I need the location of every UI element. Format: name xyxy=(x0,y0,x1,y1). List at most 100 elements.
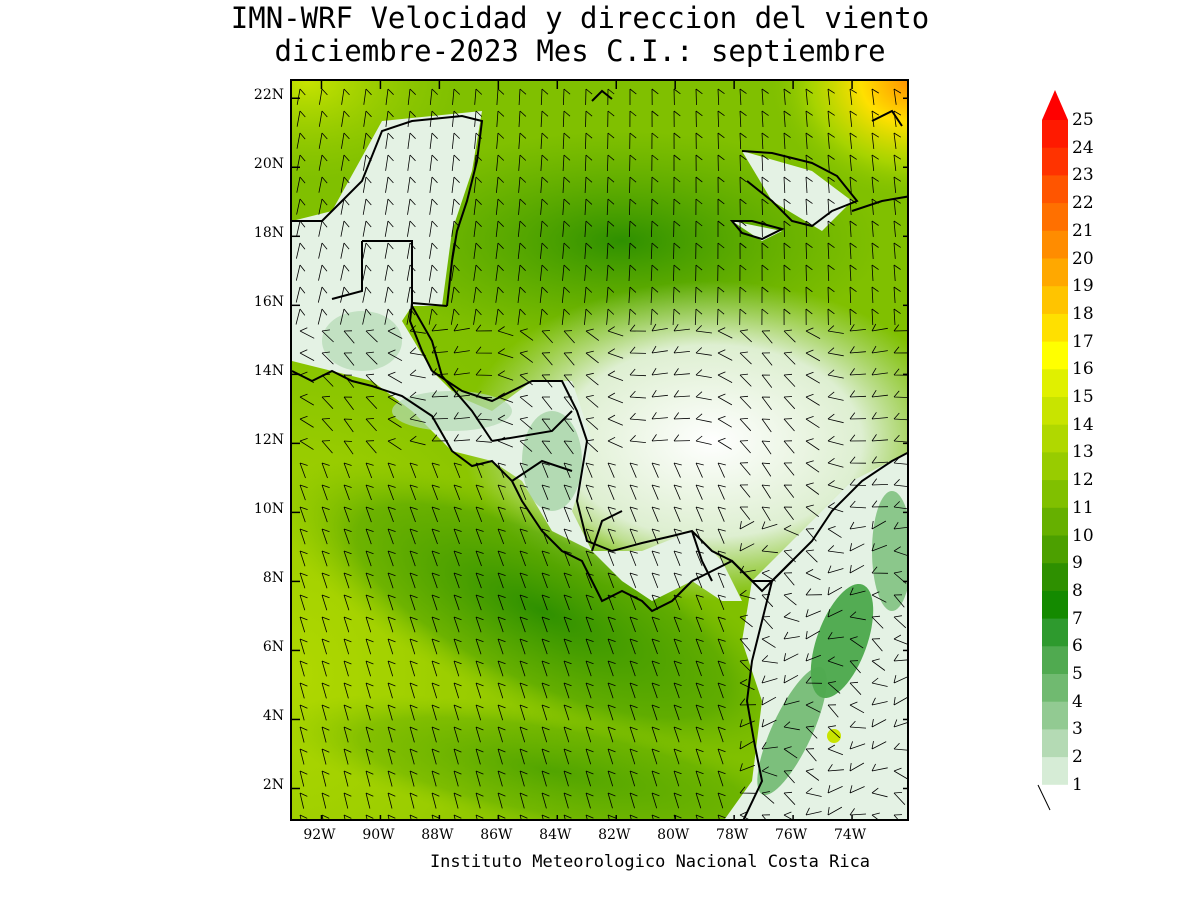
wind-barb xyxy=(783,791,796,805)
wind-barb xyxy=(585,660,594,677)
wind-barb xyxy=(783,308,791,326)
wind-barb xyxy=(584,154,593,172)
colorbar-label: 18 xyxy=(1072,303,1094,324)
wind-barb xyxy=(629,88,637,105)
colorbar-swatch xyxy=(1042,452,1068,481)
wind-barb xyxy=(783,549,796,563)
wind-barb xyxy=(497,484,506,501)
wind-barb xyxy=(673,220,681,238)
wind-barb xyxy=(585,792,594,809)
colorbar-label: 24 xyxy=(1072,137,1094,158)
wind-barb xyxy=(584,264,593,281)
wind-barb xyxy=(365,528,374,545)
wind-barb xyxy=(871,478,889,486)
lat-tick-label: 18N xyxy=(253,225,284,242)
wind-barb xyxy=(475,770,484,787)
wind-barb xyxy=(849,132,857,149)
wind-barb xyxy=(827,586,843,596)
wind-barb xyxy=(343,396,354,411)
wind-barb xyxy=(497,506,506,523)
wind-barb xyxy=(717,308,725,326)
land-shade-2 xyxy=(322,311,402,371)
wind-barb xyxy=(783,198,791,216)
wind-barb xyxy=(849,220,857,238)
wind-barb xyxy=(739,589,756,600)
wind-barb xyxy=(871,154,879,171)
wind-barb xyxy=(607,616,616,633)
wind-barb xyxy=(296,88,306,105)
wind-barb xyxy=(893,154,902,171)
wind-barb xyxy=(453,594,462,611)
wind-barb xyxy=(540,154,549,172)
colorbar-label: 12 xyxy=(1072,470,1094,491)
wind-barb xyxy=(673,154,681,171)
wind-barb xyxy=(739,395,752,409)
wind-barb xyxy=(541,572,550,589)
wind-barb xyxy=(606,264,615,282)
lon-tick-label: 92W xyxy=(303,827,336,843)
wind-barb xyxy=(431,506,440,523)
wind-barb xyxy=(783,396,796,410)
wind-barb xyxy=(761,220,769,238)
wind-barb xyxy=(541,616,550,633)
wind-barb xyxy=(563,396,575,410)
wind-barb xyxy=(695,435,712,445)
wind-barb xyxy=(761,696,777,706)
wind-barb xyxy=(607,132,615,150)
wind-barb xyxy=(563,726,572,743)
wind-barb xyxy=(651,220,659,238)
wind-barb xyxy=(321,682,330,699)
wind-barb xyxy=(299,349,315,361)
wind-barb xyxy=(673,748,682,765)
colorbar-swatch xyxy=(1042,757,1068,786)
wind-barb xyxy=(629,346,647,354)
wind-barb xyxy=(431,346,448,354)
wind-barb xyxy=(673,726,682,743)
lat-tick-label: 22N xyxy=(253,87,284,104)
wind-barb xyxy=(783,242,791,260)
wind-barb xyxy=(871,412,888,420)
wind-barb xyxy=(519,814,528,819)
wind-barb xyxy=(340,154,350,171)
wind-barb xyxy=(783,612,800,622)
colorbar-swatch xyxy=(1042,563,1068,592)
wind-barb xyxy=(629,616,638,633)
wind-barb xyxy=(717,616,726,633)
wind-barb xyxy=(607,528,616,545)
wind-barb xyxy=(739,811,749,819)
wind-barb xyxy=(541,726,550,743)
wind-barb xyxy=(739,198,747,216)
wind-barb xyxy=(585,616,594,633)
wind-barb xyxy=(343,682,352,699)
wind-barb xyxy=(629,770,638,787)
wind-barb xyxy=(628,220,637,238)
wind-barb xyxy=(321,660,330,677)
wind-barb xyxy=(607,392,624,404)
wind-barb xyxy=(585,395,599,408)
wind-barb xyxy=(893,594,905,608)
wind-barb xyxy=(321,748,330,765)
wind-barb xyxy=(519,550,528,567)
wind-barb xyxy=(431,638,440,655)
wind-barb xyxy=(563,594,572,611)
colorbar-swatch xyxy=(1042,480,1068,509)
title-line-1: IMN-WRF Velocidad y direccion del viento xyxy=(230,1,930,35)
wind-barb xyxy=(387,638,396,655)
wind-barb xyxy=(563,814,572,819)
wind-barb xyxy=(563,748,572,765)
wind-barb xyxy=(893,792,906,805)
wind-barb xyxy=(717,572,726,588)
chart-title: IMN-WRF Velocidad y direccion del viento… xyxy=(180,2,980,68)
wind-barb xyxy=(541,748,550,765)
wind-barb xyxy=(431,660,440,677)
lat-tick-label: 20N xyxy=(253,156,284,173)
wind-barb xyxy=(473,286,482,303)
wind-barb xyxy=(561,308,570,325)
wind-barb xyxy=(428,308,438,325)
wind-barb xyxy=(321,770,330,787)
wind-barb xyxy=(717,327,733,339)
wind-barb xyxy=(827,565,844,574)
field-pacific-south xyxy=(292,694,828,819)
wind-barb xyxy=(319,88,328,105)
wind-barb xyxy=(407,110,416,127)
